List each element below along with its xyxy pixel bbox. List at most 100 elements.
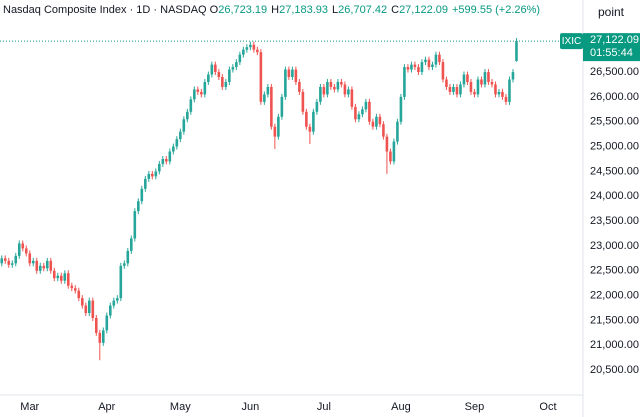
candle-body (511, 72, 515, 80)
y-tick-label: 23,500.00 (590, 215, 639, 227)
x-tick-label: Aug (391, 401, 411, 413)
candle-body (28, 253, 32, 264)
candle-body (361, 109, 364, 115)
candle-body (238, 54, 242, 63)
candle-body (126, 250, 130, 264)
candle-body (228, 69, 231, 82)
candle-body (168, 151, 172, 162)
candle-body (200, 91, 203, 95)
y-tick-label: 23,000.00 (590, 240, 639, 252)
candle-body (490, 81, 494, 85)
candle-body (101, 330, 105, 343)
candle-body (273, 126, 277, 137)
candle-body (80, 298, 84, 306)
candle-body (38, 265, 42, 271)
countdown-text: 01:55:44 (590, 47, 633, 59)
candle-body (354, 106, 357, 120)
candle-body (368, 101, 371, 122)
candle-body (466, 74, 469, 82)
candle-body (483, 72, 487, 85)
candle-body (105, 315, 109, 331)
candle-body (10, 263, 14, 265)
candle-body (123, 263, 126, 266)
symbol: Nasdaq Composite Index · 1D · NASDAQ (3, 4, 207, 16)
y-tick-label: 26,000.00 (590, 91, 639, 103)
candle-body (389, 151, 392, 162)
candle-body (515, 41, 518, 61)
candle-body (385, 136, 389, 152)
candle-body (108, 305, 112, 316)
x-tick-label: Jul (317, 401, 331, 413)
candle-body (140, 188, 144, 202)
candle-body (308, 126, 312, 132)
candle-body (424, 59, 427, 63)
candle-body (322, 86, 326, 95)
unit-button[interactable]: point (584, 1, 638, 23)
candle-body (480, 79, 483, 85)
candle-body (186, 111, 189, 120)
candle-body (420, 62, 424, 73)
candle-body (231, 67, 235, 70)
candle-body (63, 273, 67, 281)
x-tick-label: May (170, 401, 191, 413)
y-tick-label: 21,000.00 (590, 339, 639, 351)
candle-body (343, 84, 347, 95)
candle-body (144, 178, 147, 189)
candle-body (434, 54, 438, 65)
candle-body (487, 72, 490, 82)
candle-body (116, 298, 119, 301)
candle-body (77, 290, 81, 299)
ohlc-value: 27,122.09 (399, 4, 448, 16)
candle-body (455, 86, 459, 95)
candle-body (42, 265, 46, 269)
candle-body (189, 99, 193, 112)
candle-body (7, 260, 11, 265)
candle-body (98, 332, 102, 343)
y-tick-label: 25,500.00 (590, 116, 639, 128)
candle-body (459, 84, 462, 95)
candle-body (182, 119, 186, 132)
y-tick-label: 26,500.00 (590, 66, 639, 78)
candle-body (497, 91, 501, 95)
candle-body (431, 64, 434, 68)
candle-body (494, 84, 497, 95)
candle-body (305, 111, 308, 127)
candle-body (17, 243, 21, 256)
candle-body (504, 96, 508, 102)
candle-body (49, 260, 53, 271)
candle-body (217, 72, 221, 78)
candle-body (508, 79, 511, 102)
change: +599.55 (+2.26%) (452, 4, 541, 16)
candle-body (396, 121, 399, 142)
candle-body (259, 52, 263, 102)
candle-body (73, 288, 77, 291)
candle-body (350, 89, 354, 107)
candle-body (301, 91, 305, 112)
candle-body (172, 146, 175, 152)
y-tick-label: 24,500.00 (590, 165, 639, 177)
candle-body (406, 67, 410, 70)
candle-body (427, 59, 431, 68)
candle-body (298, 81, 301, 92)
candle-body (333, 86, 336, 90)
candle-body (91, 300, 95, 318)
candle-body (14, 255, 18, 264)
candle-body (21, 243, 25, 249)
candle-body (375, 116, 378, 127)
price-tag (583, 33, 640, 62)
y-tick-label: 22,000.00 (590, 290, 639, 302)
ohlc-value: 27,183.93 (279, 4, 329, 16)
candle-body (203, 81, 207, 95)
candle-body (347, 89, 350, 95)
candle-body (94, 317, 98, 333)
candle-body (45, 260, 49, 269)
ohlc-value: 26,723.19 (218, 4, 268, 16)
candle-body (112, 300, 116, 306)
x-tick-label: Mar (20, 401, 39, 413)
candle-body (147, 173, 151, 179)
candle-body (403, 67, 406, 97)
x-tick-label: Apr (98, 401, 115, 413)
candle-body (154, 171, 158, 177)
candle-body (221, 77, 224, 87)
